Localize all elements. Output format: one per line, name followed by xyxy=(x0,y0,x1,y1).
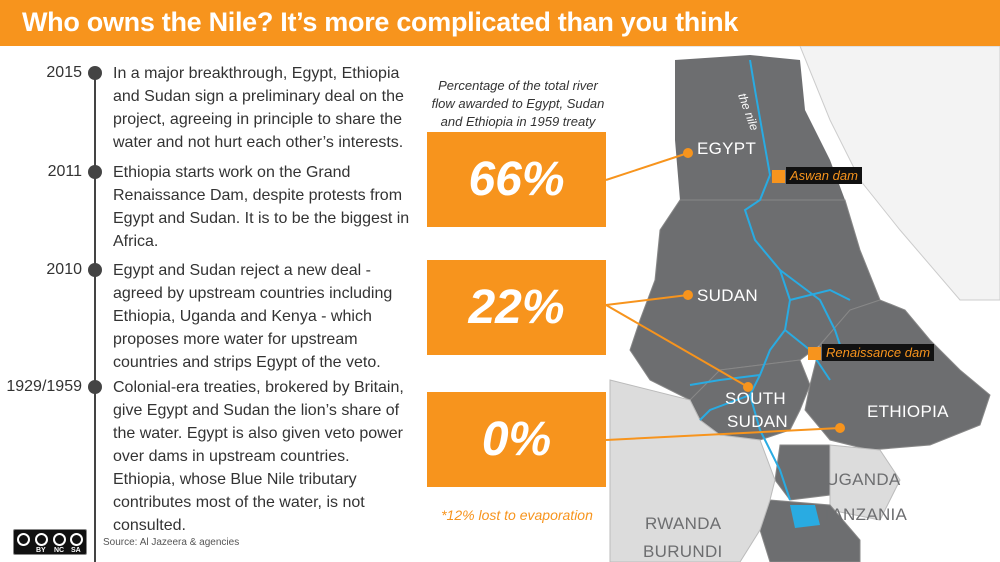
ethiopia-connector xyxy=(605,427,841,441)
timeline-event: Ethiopia starts work on the Grand Renais… xyxy=(113,164,410,250)
aswan-dam-label: Aswan dam xyxy=(786,167,862,184)
egypt-connector xyxy=(605,152,689,181)
uganda-shape xyxy=(774,444,831,501)
aswan-dam-marker xyxy=(772,170,785,183)
source-text: Source: Al Jazeera & agencies xyxy=(103,537,240,548)
timeline-dot xyxy=(88,263,102,277)
timeline-year: 1929/1959 xyxy=(6,378,82,395)
aljazeera-logo-mark: ﺔﺮﻳ xyxy=(940,477,990,518)
ethiopia-marker xyxy=(835,423,845,433)
shares-caption: Percentage of the total river flow award… xyxy=(431,78,605,129)
timeline-event: In a major breakthrough, Egypt, Ethiopia… xyxy=(113,65,404,151)
timeline-dot xyxy=(88,66,102,80)
nc-icon xyxy=(53,533,66,546)
evaporation-footnote: *12% lost to evaporation xyxy=(441,507,593,523)
south-sudan-marker xyxy=(743,382,753,392)
label-south-sudan-2: SUDAN xyxy=(727,412,789,431)
sudan-connector xyxy=(605,294,689,306)
egypt-shape xyxy=(675,55,845,200)
timeline-year: 2010 xyxy=(46,261,82,278)
egypt-marker xyxy=(683,148,693,158)
label-sudan: SUDAN xyxy=(697,286,759,305)
label-uganda: UGANDA xyxy=(826,470,901,489)
aljazeera-logo: ﺔﺮﻳ ALJAZEERA xyxy=(935,477,996,530)
label-tanzania: TANZANIA xyxy=(822,505,908,524)
drc-shape xyxy=(609,379,776,562)
label-egypt: EGYPT xyxy=(697,139,757,158)
south-sudan-connector xyxy=(605,304,749,388)
timeline-event: Egypt and Sudan reject a new deal - agre… xyxy=(113,262,393,371)
aljazeera-logo-text: ALJAZEERA xyxy=(935,518,996,529)
timeline-year: 2011 xyxy=(47,163,82,180)
label-ethiopia: ETHIOPIA xyxy=(867,402,949,421)
egypt-share-box: 66% xyxy=(427,132,606,227)
cc-icon xyxy=(17,533,30,546)
license-nc: NC xyxy=(54,547,65,554)
ethiopia-share-box: 0% xyxy=(427,392,606,487)
label-south-sudan: SOUTH xyxy=(725,389,786,408)
creative-commons-badge: BY NC SA xyxy=(13,529,87,555)
sudan-share-box: 22% xyxy=(427,260,606,355)
sudan-marker xyxy=(683,290,693,300)
timeline-dot xyxy=(88,380,102,394)
ethiopia-shape xyxy=(804,299,991,451)
label-burundi: BURUNDI xyxy=(643,542,723,561)
lake-victoria xyxy=(790,505,820,528)
timeline-year: 2015 xyxy=(46,64,82,81)
license-sa: SA xyxy=(71,547,81,554)
timeline-line xyxy=(94,70,96,562)
label-rwanda: RWANDA xyxy=(645,514,722,533)
by-icon xyxy=(35,533,48,546)
renaissance-dam-marker xyxy=(808,347,821,360)
kenya-shape xyxy=(829,444,901,521)
renaissance-dam-label: Renaissance dam xyxy=(822,344,935,361)
timeline-event: Colonial-era treaties, brokered by Brita… xyxy=(113,379,404,534)
license-by: BY xyxy=(36,547,46,554)
timeline-dot xyxy=(88,165,102,179)
sa-icon xyxy=(70,533,83,546)
header-bar: Who owns the Nile? It’s more complicated… xyxy=(0,0,1000,46)
page-title: Who owns the Nile? It’s more complicated… xyxy=(22,7,739,37)
